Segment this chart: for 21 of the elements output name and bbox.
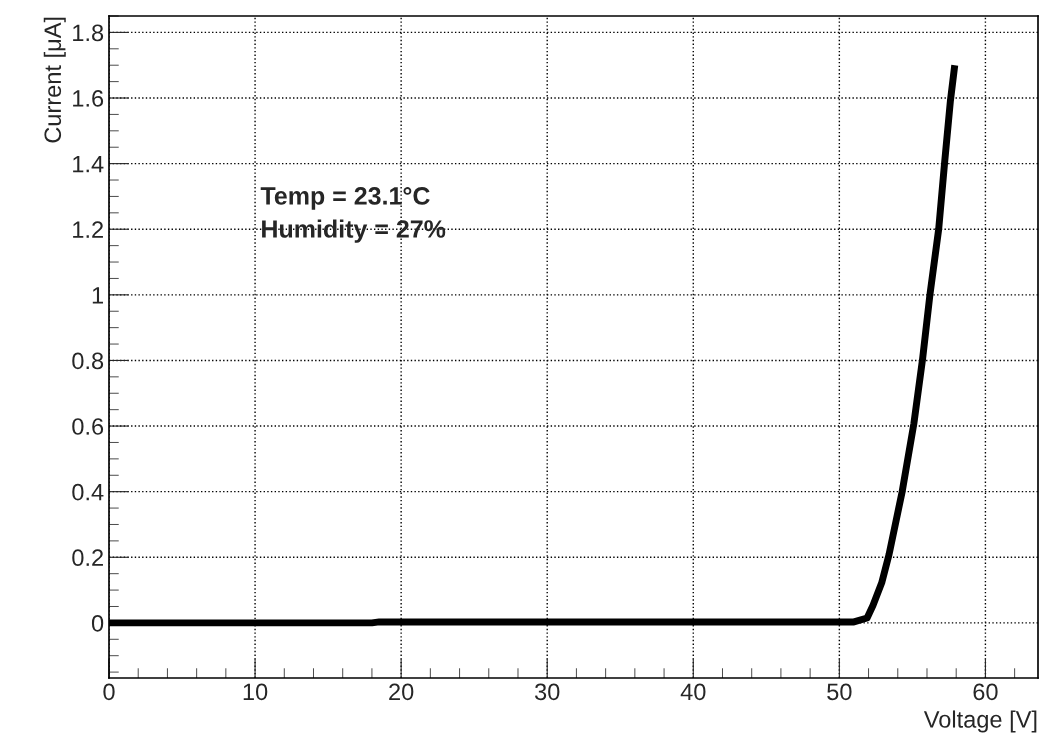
x-axis-title: Voltage [V] [923,710,1037,733]
y-axis-title: Current [μA] [43,17,66,143]
y-tick-label: 1.2 [73,221,103,238]
x-tick-label: 30 [534,683,560,701]
y-tick-label: 0.2 [72,549,103,567]
x-tick-label: 50 [827,683,852,701]
x-tick-label: 10 [243,683,268,701]
y-tick-label: 0 [91,614,104,632]
x-tick-label: 20 [389,683,414,701]
y-tick-label: 1.8 [73,24,104,42]
y-tick-label: 0.6 [72,418,104,435]
y-tick-label: 1.6 [73,90,104,107]
y-tick-label: 0.4 [72,483,104,501]
y-tick-label: 0.8 [72,352,104,370]
annotation: Humidity = 27% [262,219,446,243]
x-tick-label: 60 [973,683,998,701]
annotation: Temp = 23.1°C [260,187,430,210]
y-tick-label: 1 [92,287,103,304]
y-tick-label: 1.4 [73,155,104,173]
x-tick-label: 0 [103,683,115,701]
x-tick-label: 40 [680,683,706,701]
